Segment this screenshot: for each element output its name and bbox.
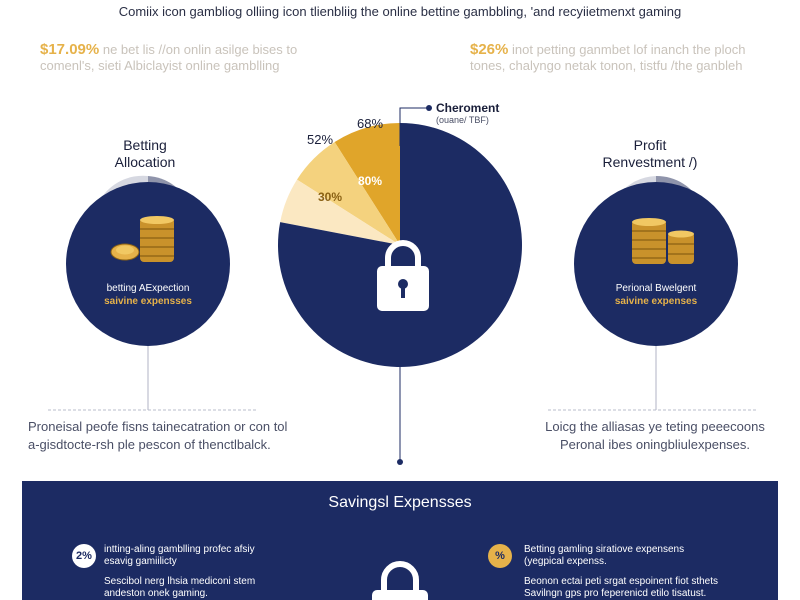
right-caption-line1: Loicg the alliasas ye teting peeecoons (545, 419, 765, 434)
savings-panel (22, 481, 778, 600)
left-bullet-2-line1: Sescibol nerg lhsia mediconi stem (104, 576, 256, 587)
intro-right-line2: tones, chalyngo netak tonon, tistfu /the… (470, 58, 743, 73)
right-circle-title: Profit Renvestment /) (590, 137, 710, 171)
right-circle-title-line2: Renvestment /) (602, 154, 698, 170)
right-inner-line2: saivine expenses (614, 296, 698, 307)
center-leader-dot (397, 459, 403, 465)
right-percent-badge: % (488, 544, 512, 568)
callout-line-top (399, 107, 427, 146)
pie-label-68: 68% (357, 116, 384, 131)
pie-slice-2 (280, 179, 400, 245)
page-title: Comiix icon gambliog olliing icon tlienb… (118, 4, 682, 19)
left-bullet-2-line2: andeston onek gaming. (104, 588, 208, 599)
center-padlock-icon (377, 240, 429, 311)
callout-dot-top (426, 105, 432, 111)
right-inner-line1: Perional Bwelgent (615, 283, 697, 294)
left-circle-group (66, 175, 230, 410)
right-bullet-2-line1: Beonon ectai peti srgat espoinent fiot s… (524, 576, 719, 587)
left-circle (66, 182, 230, 346)
intro-left-line1: ne bet lis //on onlin asilge bises to (102, 42, 298, 57)
left-circle-title: Betting Allocation (90, 137, 200, 171)
right-bullet-2: Beonon ectai peti srgat espoinent fiot s… (524, 576, 774, 600)
left-caption: Proneisal peofe fisns tainecatration or … (28, 418, 308, 454)
left-bullet-1-line1: intting-aling gamblling profec afsiy (104, 544, 255, 555)
right-bullet-2-line2: Savilngn gps pro feperenicd etilo tisatu… (524, 588, 707, 599)
left-coin-stack-icon (110, 216, 174, 262)
left-caption-line1: Proneisal peofe fisns tainecatration or … (28, 419, 288, 434)
intro-right: $26% inot petting ganmbet lof inanch the… (470, 42, 790, 74)
right-caption: Loicg the alliasas ye teting peeecoons P… (530, 418, 780, 454)
intro-right-line1: inot petting ganmbet lof inanch the ploc… (512, 42, 746, 57)
left-inner-line2: saivine expensses (104, 296, 192, 307)
intro-left: $17.09% ne bet lis //on onlin asilge bis… (40, 42, 340, 74)
pie-slice-1 (296, 141, 400, 245)
right-coin-stack-icon (632, 218, 694, 264)
left-bullet-1-line2: esavig gamiilicty (104, 556, 177, 567)
right-bullet-1-line1: Betting gamling siratiove expensens (524, 544, 685, 555)
left-inner-line1: betting AExpection (106, 283, 190, 294)
left-bullet-1: intting-aling gamblling profec afsiy esa… (104, 544, 304, 568)
intro-right-percent: $26% (470, 41, 509, 58)
intro-left-line2: comenl's, sieti Albiclayist online gambl… (40, 58, 280, 73)
left-inner-text: betting AExpection saivine expensses (88, 282, 208, 308)
pie-label-52: 52% (307, 132, 334, 147)
left-circle-title-line1: Betting (123, 137, 167, 153)
right-inner-text: Perional Bwelgent saivine expenses (596, 282, 716, 308)
callout-title: Cheroment (436, 101, 500, 115)
right-bullet-1-line2: (yegpical expenss. (524, 556, 607, 567)
callout-subtitle: (ouane/ TBF) (436, 115, 489, 125)
pie-label-30: 30% (318, 190, 343, 204)
pie-label-80: 80% (358, 174, 383, 188)
pie-slice-0 (334, 123, 400, 245)
intro-left-percent: $17.09% (40, 41, 100, 58)
right-circle-title-line1: Profit (633, 137, 667, 153)
left-percent-badge: 2% (72, 544, 96, 568)
right-bullet-1: Betting gamling siratiove expensens (yeg… (524, 544, 774, 568)
right-caption-line2: Peronal ibes oningbliulexpenses. (559, 437, 751, 452)
left-caption-line2: a-gisdtocte-rsh ple pescon of thenctlbal… (28, 437, 271, 452)
panel-padlock-icon (372, 561, 428, 600)
left-circle-title-line2: Allocation (114, 154, 176, 170)
left-bullet-2: Sescibol nerg lhsia mediconi stem andest… (104, 576, 304, 600)
right-circle-group (574, 175, 738, 410)
panel-title: Savingsl Expensses (328, 494, 472, 511)
